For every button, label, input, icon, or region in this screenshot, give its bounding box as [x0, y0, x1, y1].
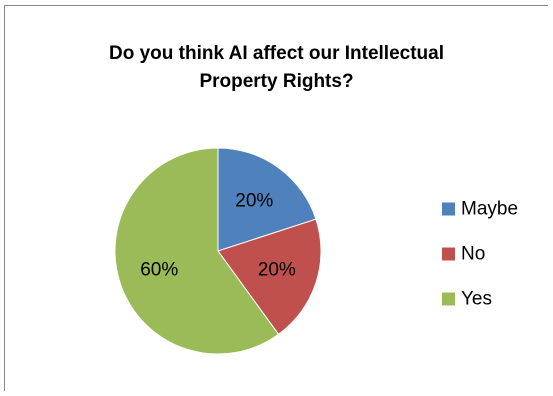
- legend-swatch-yes: [442, 292, 455, 306]
- pie-data-labels: 20% 20% 60%: [140, 191, 296, 281]
- pie-slice-yes: [114, 147, 280, 355]
- data-label-maybe: 20%: [235, 191, 273, 212]
- legend-swatch-maybe: [442, 202, 455, 216]
- legend-label-yes: Yes: [461, 289, 492, 310]
- data-label-no: 20%: [258, 260, 296, 281]
- legend-swatch-no: [442, 247, 455, 261]
- legend: Maybe No Yes: [442, 199, 518, 310]
- legend-label-maybe: Maybe: [461, 199, 518, 220]
- pie-slices: [114, 147, 322, 355]
- legend-label-no: No: [461, 244, 485, 265]
- pie-slice-no: [217, 218, 322, 336]
- data-label-yes: 60%: [140, 260, 178, 281]
- chart-title: Do you think AI affect our Intellectual …: [109, 43, 444, 92]
- pie-slice-maybe: [217, 147, 317, 252]
